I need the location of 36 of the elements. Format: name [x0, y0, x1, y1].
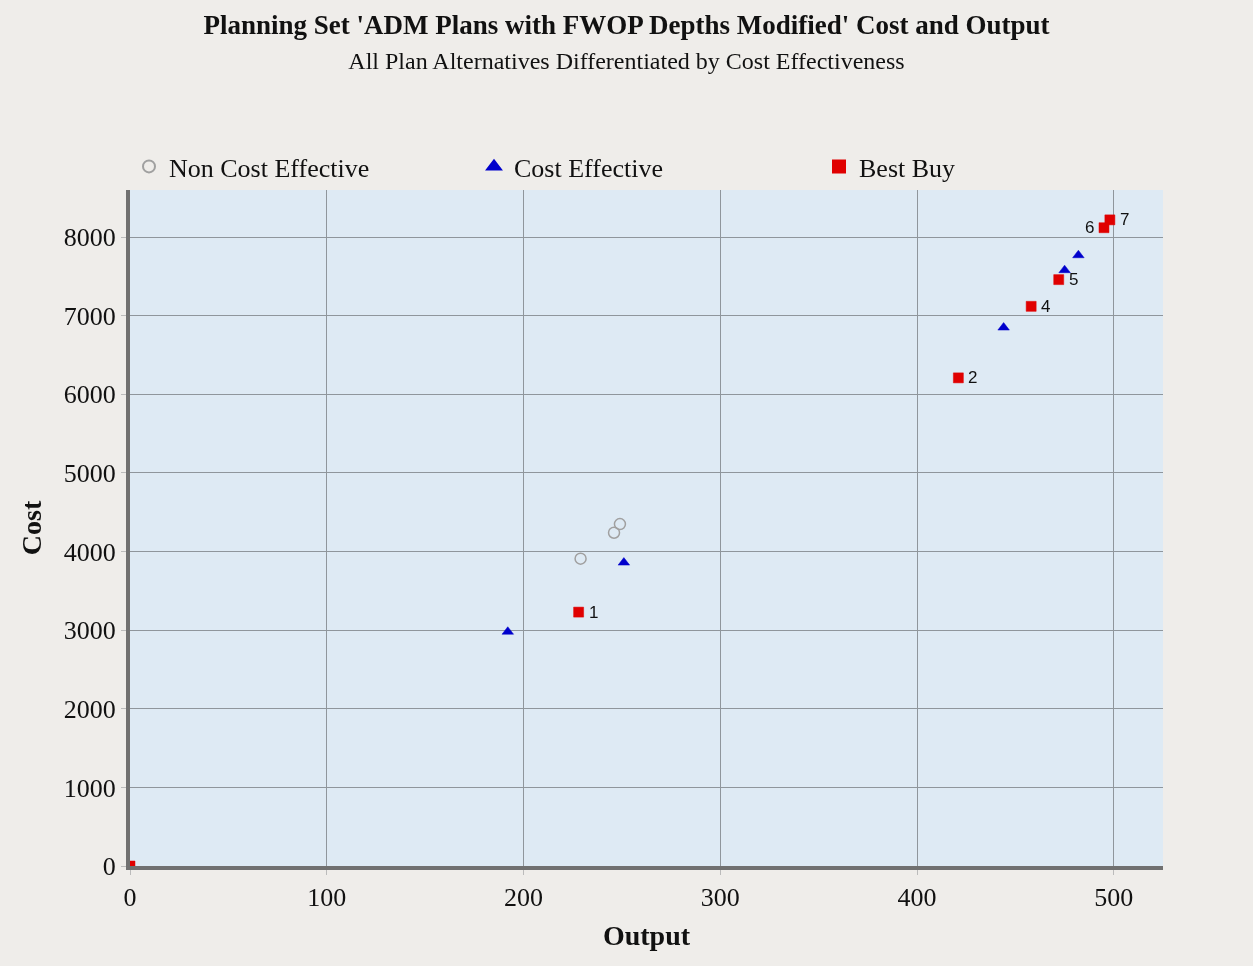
point [574, 552, 587, 565]
annotation: 5 [1069, 270, 1079, 289]
chart-title: Planning Set 'ADM Plans with FWOP Depths Modified' Cost and Output [203, 9, 1050, 40]
chart-subtitle: All Plan Alternatives Differentiated by Cost Effectiveness [348, 47, 905, 74]
x-tick-label: 400 [897, 883, 937, 913]
point [953, 372, 964, 384]
y-tick-label: 6000 [63, 380, 116, 410]
point [1025, 301, 1037, 312]
legend-label: Non Cost Effective [169, 153, 370, 183]
point [573, 606, 584, 618]
annotation: 4 [1041, 297, 1051, 316]
point [613, 517, 627, 531]
y-tick-label: 5000 [63, 459, 116, 489]
y-tick-label: 1000 [63, 773, 116, 803]
y-tick-label: 4000 [63, 537, 116, 567]
x-tick-label: 100 [307, 883, 347, 913]
point [1053, 274, 1064, 285]
y-tick-label: 7000 [63, 301, 116, 331]
x-tick-label: 300 [700, 883, 740, 913]
annotation: 1 [589, 603, 599, 622]
y-tick-label: 8000 [63, 223, 116, 253]
y-tick-label: 3000 [63, 616, 116, 646]
x-tick-label: 500 [1094, 883, 1134, 913]
y-tick-label: 0 [102, 852, 116, 882]
point [1104, 214, 1116, 226]
annotation: 2 [968, 368, 978, 387]
x-axis-title: Output [602, 919, 691, 951]
x-tick-label: 200 [504, 883, 544, 913]
y-axis-title: Cost [16, 500, 47, 556]
annotation: 6 [1085, 218, 1095, 237]
point [607, 526, 621, 539]
y-tick-label: 2000 [63, 694, 116, 724]
legend-label: Cost Effective [514, 153, 663, 183]
legend-label: Best Buy [859, 153, 956, 183]
x-tick-label: 0 [123, 883, 137, 913]
annotation: 7 [1120, 210, 1130, 229]
